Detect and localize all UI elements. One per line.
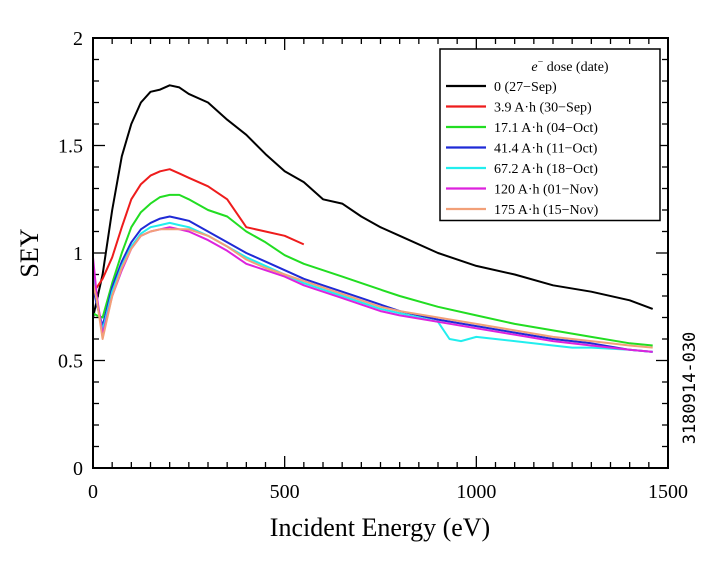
tick-labels: 0 500 1000 1500 0 0.5 1 1.5 2 xyxy=(58,28,688,503)
series-line-3 xyxy=(92,193,653,347)
series-line-7 xyxy=(92,228,653,349)
legend-entry-label: 120 A·h (01−Nov) xyxy=(494,183,599,198)
legend-box xyxy=(439,48,661,222)
legend: e− dose (date) 0 (27−Sep) 3.9 A·h (30−Sep… xyxy=(439,48,661,222)
x-tick-label: 1000 xyxy=(456,481,496,503)
legend-title-symbol: e xyxy=(531,60,537,75)
legend-entry-label: 0 (27−Sep) xyxy=(494,80,557,95)
legend-entry-label: 41.4 A·h (11−Oct) xyxy=(494,142,598,157)
x-tick-label: 0 xyxy=(88,481,98,503)
legend-entry-label: 17.1 A·h (04−Oct) xyxy=(494,121,598,136)
x-axis-label: Incident Energy (eV) xyxy=(270,513,490,542)
series-line-4 xyxy=(92,215,653,353)
legend-title-sup: − xyxy=(538,57,544,68)
legend-title-rest: dose (date) xyxy=(543,60,609,75)
figure-code-label: 3180914-030 xyxy=(680,332,700,445)
series-line-2 xyxy=(92,168,305,293)
y-axis-label: SEY xyxy=(15,228,44,277)
x-tick-label: 500 xyxy=(270,481,300,503)
series-line-1 xyxy=(92,84,654,318)
legend-entry-label: 175 A·h (15−Nov) xyxy=(494,203,599,218)
y-tick-label: 1.5 xyxy=(58,136,83,158)
legend-entry-label: 3.9 A·h (30−Sep) xyxy=(494,101,592,116)
y-tick-label: 1 xyxy=(73,243,83,265)
x-tick-label: 1500 xyxy=(648,481,688,503)
legend-entries: 0 (27−Sep) 3.9 A·h (30−Sep) 17.1 A·h (04−O… xyxy=(446,80,599,218)
series-line-5 xyxy=(92,221,653,353)
series-lines xyxy=(92,84,654,353)
legend-entry-label: 67.2 A·h (18−Oct) xyxy=(494,162,598,177)
plot-frame xyxy=(92,37,669,469)
legend-title: e− dose (date) xyxy=(531,57,609,75)
y-tick-label: 2 xyxy=(73,28,83,50)
y-tick-label: 0.5 xyxy=(58,351,83,373)
y-tick-label: 0 xyxy=(73,458,83,480)
